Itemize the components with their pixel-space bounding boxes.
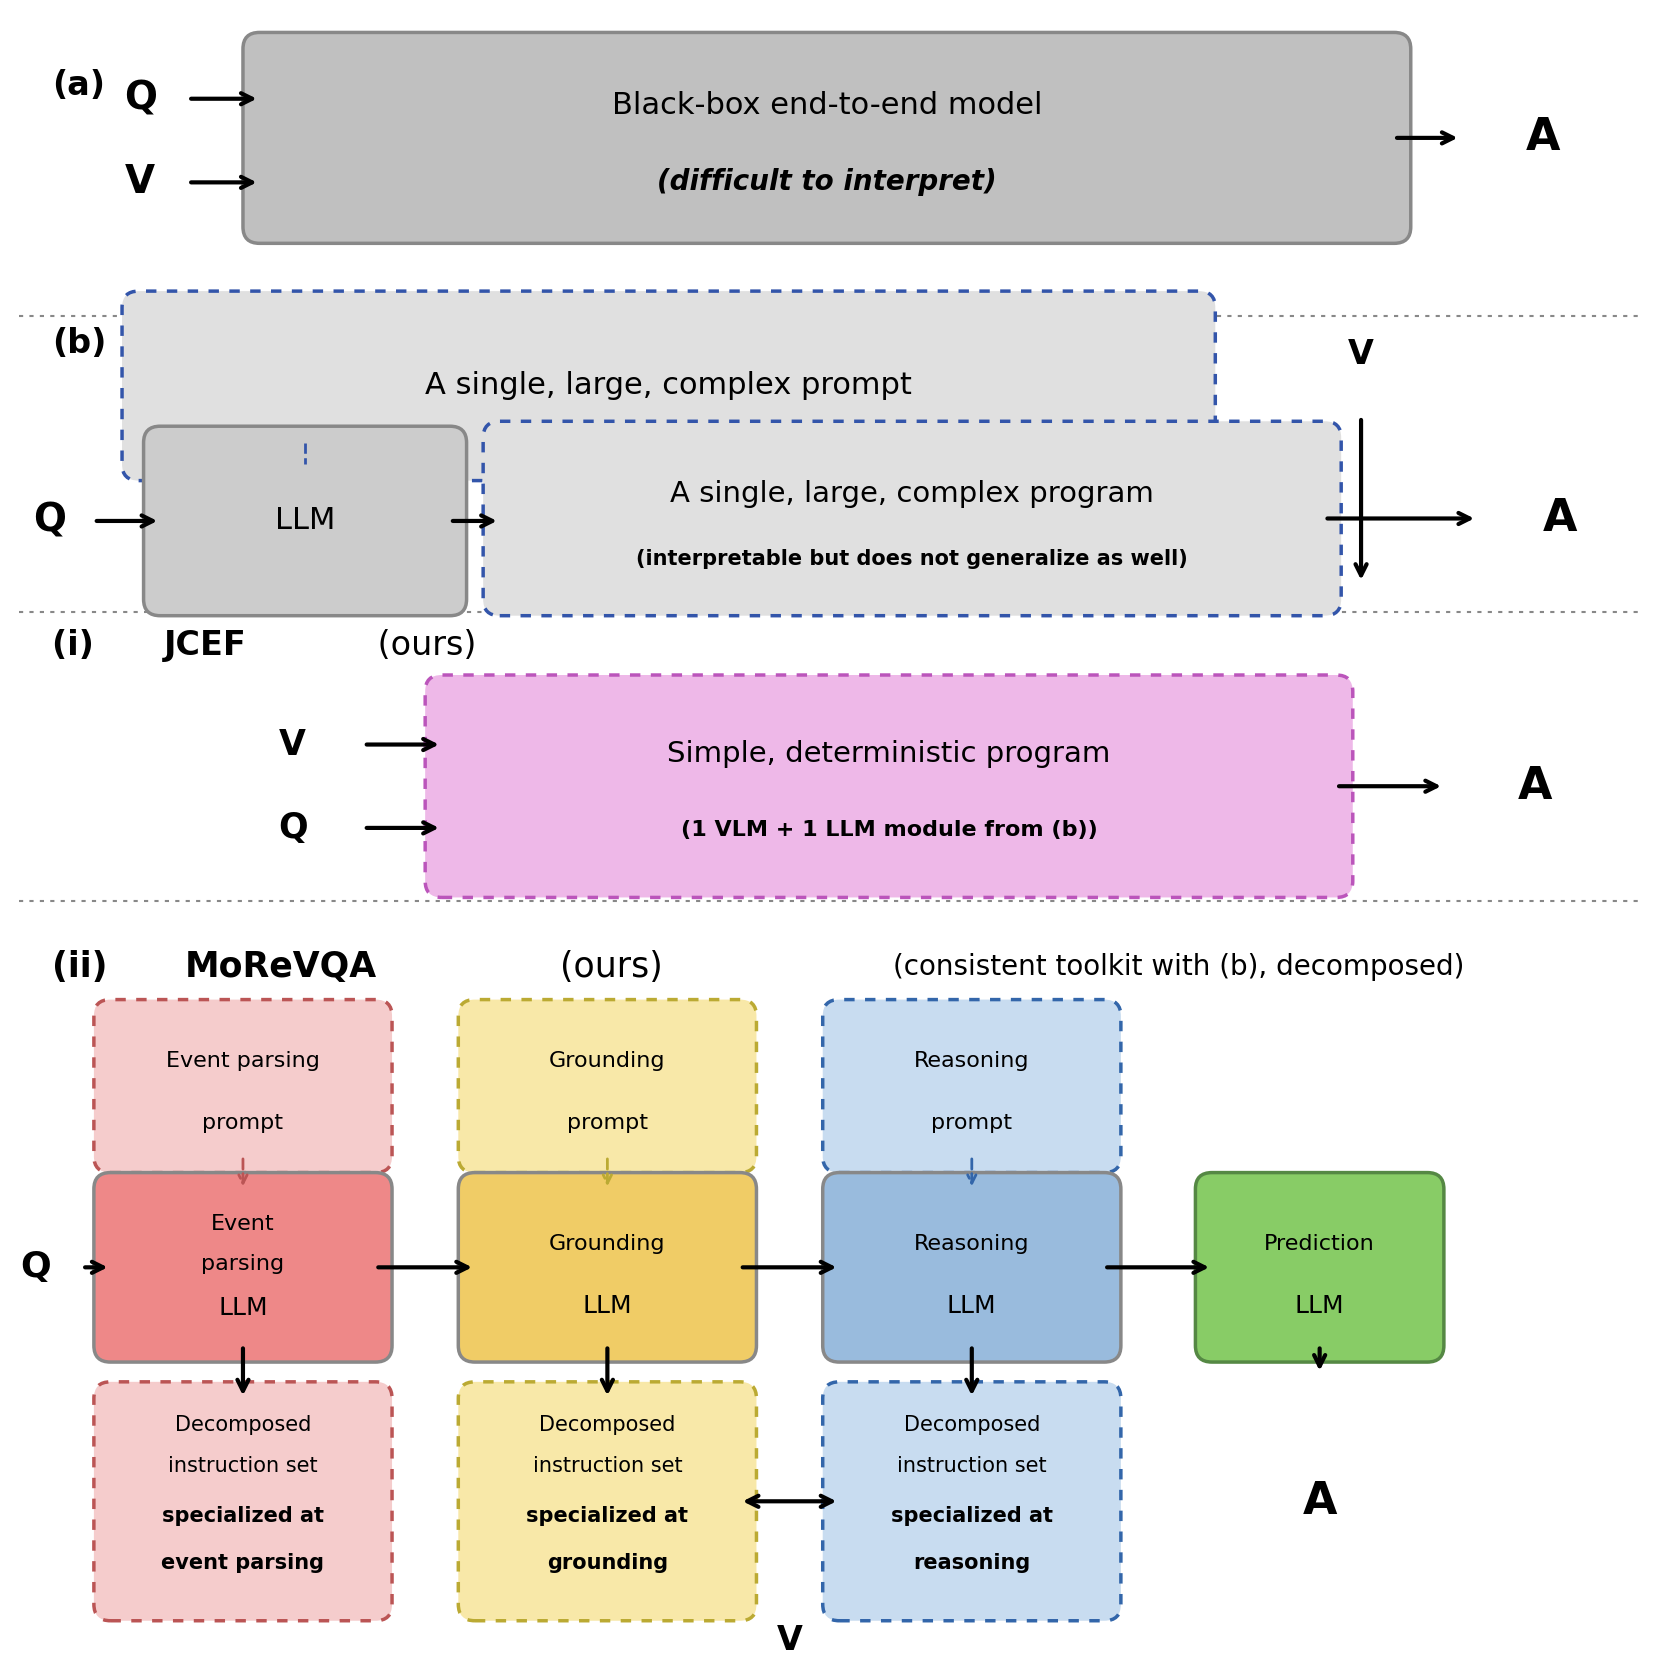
FancyBboxPatch shape: [459, 999, 756, 1173]
Text: A: A: [1303, 1479, 1336, 1522]
Text: prompt: prompt: [931, 1112, 1012, 1132]
Text: V: V: [776, 1624, 803, 1657]
Text: prompt: prompt: [567, 1112, 648, 1132]
Text: Q: Q: [33, 502, 66, 540]
Text: (difficult to interpret): (difficult to interpret): [656, 168, 997, 196]
Text: V: V: [279, 728, 306, 761]
FancyBboxPatch shape: [143, 425, 467, 615]
Text: (1 VLM + 1 LLM module from (b)): (1 VLM + 1 LLM module from (b)): [681, 819, 1097, 839]
FancyBboxPatch shape: [93, 999, 392, 1173]
Text: instruction set: instruction set: [532, 1456, 681, 1476]
FancyBboxPatch shape: [459, 1173, 756, 1363]
Text: V: V: [125, 163, 155, 201]
FancyBboxPatch shape: [459, 1381, 756, 1620]
Text: Q: Q: [123, 80, 156, 118]
Text: A: A: [1542, 497, 1577, 540]
Text: LLM: LLM: [218, 1296, 268, 1320]
FancyBboxPatch shape: [823, 999, 1120, 1173]
Text: prompt: prompt: [203, 1112, 284, 1132]
Text: event parsing: event parsing: [161, 1552, 324, 1572]
Text: Q: Q: [278, 811, 307, 844]
Text: specialized at: specialized at: [527, 1506, 688, 1526]
FancyBboxPatch shape: [243, 33, 1411, 243]
Text: specialized at: specialized at: [161, 1506, 324, 1526]
FancyBboxPatch shape: [823, 1173, 1120, 1363]
Text: Event: Event: [211, 1213, 274, 1233]
Text: Prediction: Prediction: [1265, 1233, 1374, 1253]
Text: Decomposed: Decomposed: [538, 1414, 675, 1434]
Text: Grounding: Grounding: [548, 1233, 665, 1253]
Text: specialized at: specialized at: [891, 1506, 1052, 1526]
Text: Event parsing: Event parsing: [166, 1050, 319, 1070]
Text: instruction set: instruction set: [897, 1456, 1047, 1476]
Text: LLM: LLM: [1295, 1295, 1345, 1318]
FancyBboxPatch shape: [484, 420, 1341, 615]
Text: parsing: parsing: [201, 1255, 284, 1275]
Text: Decomposed: Decomposed: [904, 1414, 1040, 1434]
Text: reasoning: reasoning: [912, 1552, 1030, 1572]
Text: Reasoning: Reasoning: [914, 1233, 1029, 1253]
Text: (ours): (ours): [550, 949, 663, 984]
Text: (interpretable but does not generalize as well): (interpretable but does not generalize a…: [637, 548, 1188, 568]
Text: (consistent toolkit with (b), decomposed): (consistent toolkit with (b), decomposed…: [892, 952, 1464, 981]
FancyBboxPatch shape: [425, 675, 1353, 897]
Text: V: V: [1348, 337, 1374, 371]
FancyBboxPatch shape: [93, 1381, 392, 1620]
Text: Reasoning: Reasoning: [914, 1050, 1029, 1070]
Text: Grounding: Grounding: [548, 1050, 665, 1070]
Text: (a): (a): [53, 68, 105, 101]
Text: LLM: LLM: [274, 507, 336, 535]
Text: (ii): (ii): [53, 949, 120, 984]
FancyBboxPatch shape: [93, 1173, 392, 1363]
Text: instruction set: instruction set: [168, 1456, 317, 1476]
Text: Black-box end-to-end model: Black-box end-to-end model: [612, 91, 1042, 120]
Text: LLM: LLM: [583, 1295, 632, 1318]
Text: Simple, deterministic program: Simple, deterministic program: [666, 740, 1110, 768]
Text: Decomposed: Decomposed: [175, 1414, 311, 1434]
Text: LLM: LLM: [947, 1295, 997, 1318]
FancyBboxPatch shape: [823, 1381, 1120, 1620]
Text: A: A: [1517, 765, 1552, 808]
FancyBboxPatch shape: [121, 291, 1215, 480]
Text: MoReVQA: MoReVQA: [184, 949, 377, 984]
FancyBboxPatch shape: [1195, 1173, 1444, 1363]
Text: grounding: grounding: [547, 1552, 668, 1572]
Text: JCEF: JCEF: [163, 628, 246, 661]
Text: A single, large, complex prompt: A single, large, complex prompt: [425, 371, 912, 401]
Text: Q: Q: [20, 1250, 52, 1285]
Text: (ours): (ours): [367, 628, 477, 661]
Text: A single, large, complex program: A single, large, complex program: [670, 480, 1153, 509]
Text: (b): (b): [53, 327, 106, 361]
Text: (i): (i): [53, 628, 106, 661]
Text: A: A: [1526, 116, 1561, 160]
